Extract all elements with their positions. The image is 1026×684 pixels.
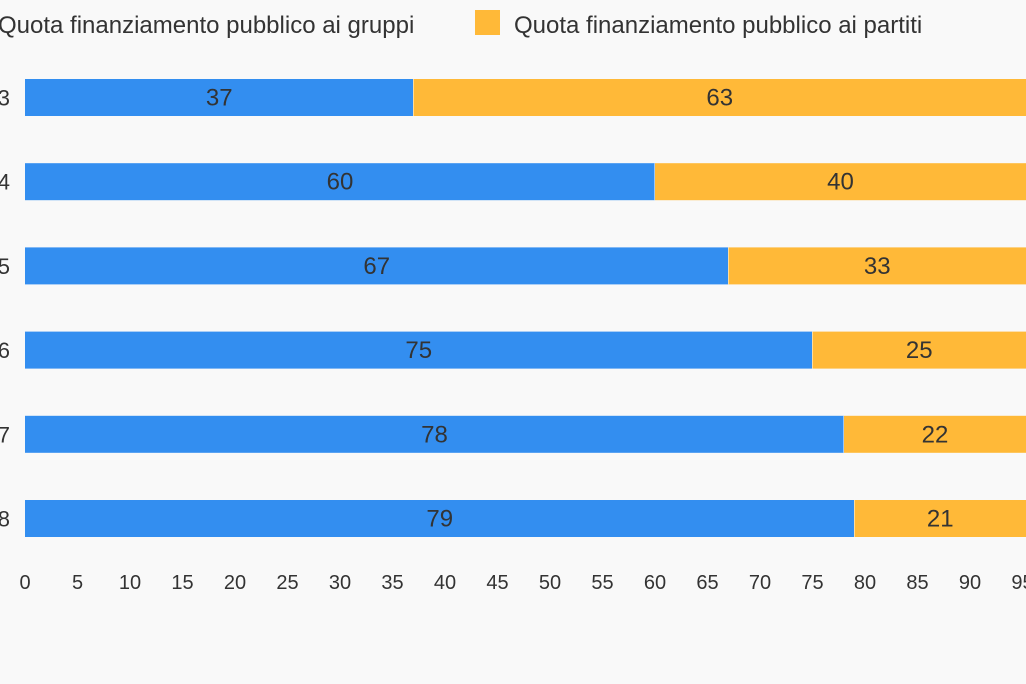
bar-segment	[854, 500, 1026, 537]
x-tick-label: 85	[906, 572, 928, 594]
data-label: 78	[421, 421, 448, 448]
x-tick-label: 95	[1011, 572, 1026, 594]
category-labels: 3 4 5 6 7 8	[0, 86, 10, 532]
x-tick-label: 30	[329, 572, 351, 594]
x-tick-label: 70	[749, 572, 771, 594]
data-label: 75	[405, 337, 432, 364]
x-tick-label: 50	[539, 572, 561, 594]
category-label: 3	[0, 86, 10, 111]
x-tick-label: 15	[171, 572, 193, 594]
bar-segment	[25, 500, 855, 537]
bar-segment	[728, 247, 1026, 285]
x-tick-label: 10	[119, 572, 141, 594]
data-label: 60	[327, 169, 354, 196]
bar-segment	[812, 331, 1026, 369]
category-label: 8	[0, 507, 10, 532]
bar-segment	[25, 79, 414, 116]
data-label: 21	[927, 506, 954, 533]
legend-label: Quota finanziamento pubblico ai gruppi	[0, 12, 414, 39]
bar-segment	[655, 163, 1026, 201]
legend-swatch	[475, 10, 500, 35]
category-label: 6	[0, 338, 10, 363]
x-tick-label: 0	[19, 572, 30, 594]
category-label: 4	[0, 170, 10, 195]
category-label: 7	[0, 422, 10, 447]
data-label: 67	[363, 253, 390, 280]
legend-label: Quota finanziamento pubblico ai partiti	[514, 12, 922, 39]
legend: Quota finanziamento pubblico ai gruppi Qu…	[0, 10, 922, 39]
x-tick-label: 55	[591, 572, 613, 594]
category-label: 5	[0, 254, 10, 279]
data-label: 63	[706, 85, 733, 112]
bar-segment	[25, 415, 844, 453]
data-label: 22	[922, 421, 949, 448]
bar-segment	[413, 79, 1026, 116]
x-tick-label: 90	[959, 572, 981, 594]
x-axis: 0 5 10 15 20 25 30 35 40 45 50 55 60 65 70 75 80 85 90 95	[19, 572, 1026, 594]
bars: 37 63 60 40 67 33 75 25 78 22 79 21	[25, 79, 1026, 537]
x-tick-label: 40	[434, 572, 456, 594]
bar-segment	[844, 415, 1026, 453]
x-tick-label: 60	[644, 572, 666, 594]
data-label: 40	[827, 169, 854, 196]
bar-segment	[25, 247, 729, 285]
data-label: 79	[426, 506, 453, 533]
x-tick-label: 25	[276, 572, 298, 594]
bar-segment	[25, 331, 813, 369]
x-tick-label: 65	[696, 572, 718, 594]
x-tick-label: 20	[224, 572, 246, 594]
data-label: 25	[906, 337, 933, 364]
bar-segment	[25, 163, 655, 201]
x-tick-label: 75	[801, 572, 823, 594]
x-tick-label: 80	[854, 572, 876, 594]
data-label: 33	[864, 253, 891, 280]
data-label: 37	[206, 85, 233, 112]
x-tick-label: 5	[72, 572, 83, 594]
x-tick-label: 45	[486, 572, 508, 594]
x-tick-label: 35	[381, 572, 403, 594]
